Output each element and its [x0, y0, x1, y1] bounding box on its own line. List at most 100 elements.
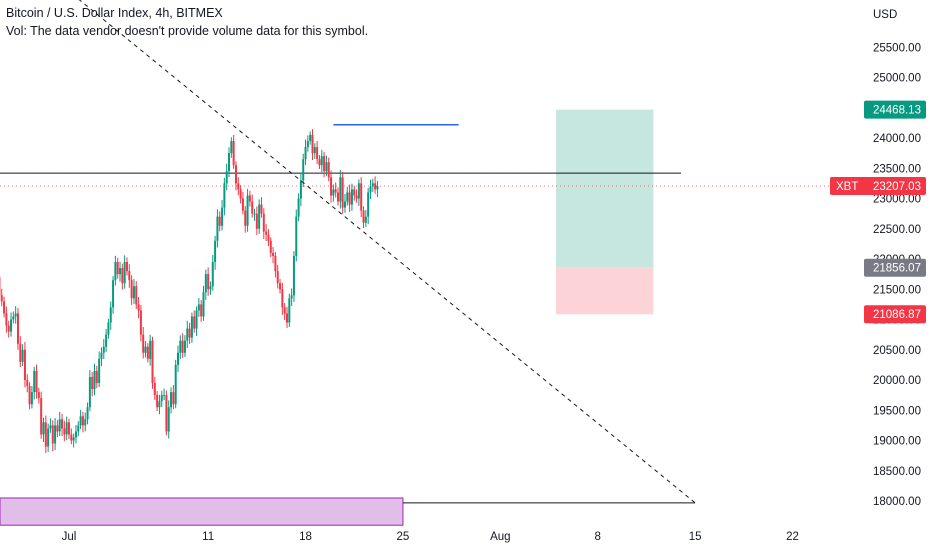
candle-body [279, 283, 282, 290]
candle-body [244, 210, 247, 226]
candle-body [68, 422, 70, 435]
candle-body [28, 386, 31, 405]
position-profit-zone[interactable] [556, 109, 654, 268]
candle-body [327, 162, 330, 178]
candle-body [33, 370, 36, 393]
candle-body [297, 198, 300, 217]
candle-body [323, 156, 326, 172]
candle-body [10, 319, 13, 332]
candle-body [153, 383, 156, 396]
candle-body [186, 328, 189, 341]
candle-body [364, 216, 367, 223]
candle-body [283, 307, 286, 314]
candle-body [295, 216, 298, 256]
candle-body [304, 147, 307, 160]
candle-body [125, 262, 128, 272]
candle-body [218, 216, 221, 226]
candle-body [137, 304, 140, 311]
candle-body [95, 370, 98, 384]
candle-body [183, 340, 186, 353]
candle-body [221, 207, 224, 226]
candle-body [16, 313, 19, 344]
candle-body [281, 289, 284, 308]
candle-body [170, 392, 173, 408]
last-price-badge [830, 176, 926, 195]
price-badge-label: 21086.87 [873, 309, 921, 321]
price-badge-label: 21856.07 [873, 263, 921, 275]
y-tick-label: 25500.00 [873, 42, 921, 54]
candle-body [100, 352, 103, 359]
symbol-tag: XBT [836, 181, 858, 193]
x-tick-label: Jul [62, 531, 77, 543]
candle-body [179, 340, 182, 353]
candle-body [3, 301, 6, 314]
candle-body [290, 295, 293, 299]
y-tick-label: 24000.00 [873, 133, 921, 145]
candle-body [357, 183, 360, 199]
chart-title: Bitcoin / U.S. Dollar Index, 4h, BITMEX [6, 6, 223, 20]
candle-body [316, 147, 319, 160]
candle-body [306, 141, 309, 148]
candle-body [135, 286, 138, 305]
candle-body [214, 240, 217, 263]
candle-body [288, 298, 291, 323]
candle-body [119, 268, 122, 275]
candle-body [311, 134, 314, 154]
candle-body [56, 425, 59, 432]
candle-body [260, 204, 263, 214]
candle-body [37, 392, 40, 399]
candle-body [346, 192, 349, 202]
candle-body [63, 428, 66, 435]
candle-body [21, 349, 24, 362]
candle-body [139, 310, 142, 335]
candle-body [195, 310, 198, 329]
candle-body [193, 316, 196, 329]
candle-body [102, 346, 105, 353]
candle-body [267, 234, 270, 241]
candle-body [26, 380, 29, 387]
candle-body [232, 141, 235, 166]
candle-body [374, 183, 377, 190]
candle-body [128, 271, 131, 281]
candle-body [276, 271, 279, 284]
candle-body [105, 334, 108, 347]
candle-body [12, 316, 15, 320]
candle-body [234, 165, 237, 184]
candle-body [269, 240, 272, 253]
candle-body [313, 147, 316, 154]
position-loss-zone[interactable] [556, 267, 654, 315]
candle-body [200, 304, 203, 317]
candle-body [77, 425, 80, 432]
candle-body [223, 183, 226, 208]
candle-body [337, 192, 340, 202]
y-tick-label: 20500.00 [873, 345, 921, 357]
candle-body [369, 186, 372, 193]
price-badge [864, 100, 926, 119]
y-tick-label: 21500.00 [873, 284, 921, 296]
candle-body [40, 398, 43, 435]
candle-body [86, 407, 89, 420]
candle-body [107, 322, 110, 335]
candle-body [160, 395, 163, 402]
y-tick-label: 18000.00 [873, 496, 921, 508]
y-tick-label: 22500.00 [873, 224, 921, 236]
candle-body [253, 213, 256, 215]
y-tick-label: 23500.00 [873, 163, 921, 175]
candle-body [332, 189, 335, 196]
candle-body [228, 153, 231, 172]
candle-body [241, 198, 244, 211]
candle-body [61, 419, 64, 429]
candle-body [74, 431, 77, 438]
candle-body [142, 334, 145, 353]
candle-body [350, 189, 353, 205]
candle-body [176, 352, 179, 365]
candle-body [258, 204, 261, 229]
demand-zone[interactable] [0, 497, 404, 526]
x-tick-label: 22 [786, 531, 799, 543]
y-tick-label: 23000.00 [873, 194, 921, 206]
candle-body [54, 425, 57, 444]
candle-body [23, 349, 26, 380]
x-tick-label: 11 [202, 531, 214, 543]
